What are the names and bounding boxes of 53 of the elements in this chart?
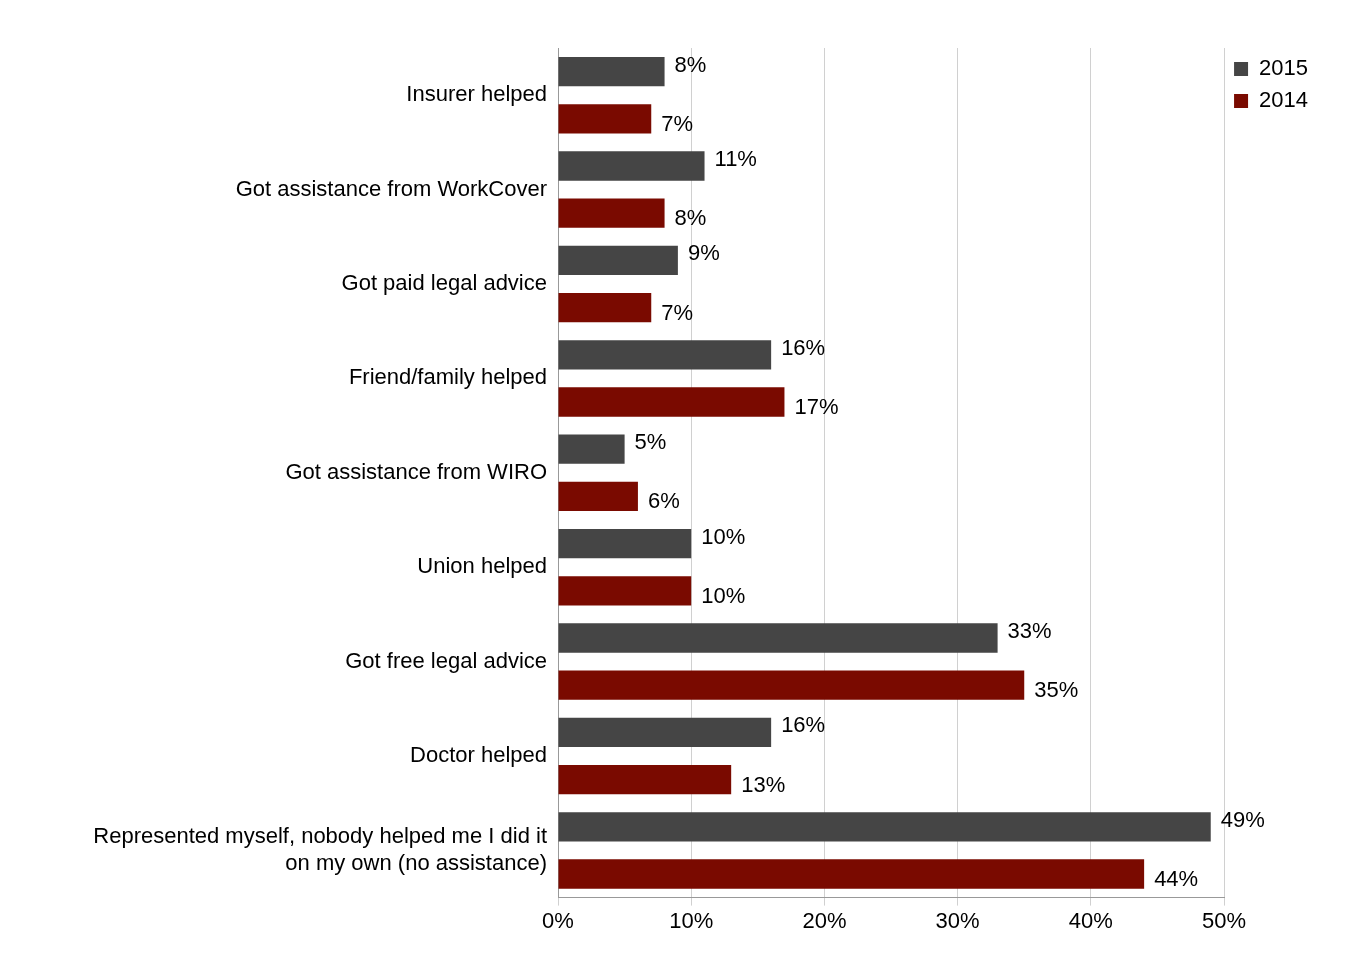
data-label: 16%: [781, 712, 826, 738]
bar: [558, 481, 638, 512]
y-tick-label: Represented myself, nobody helped me I did it on my own (no assistance): [93, 823, 547, 875]
x-tick-label: 30%: [935, 907, 980, 933]
bar: [558, 151, 705, 181]
data-label: 33%: [1007, 618, 1052, 644]
y-tick-label: Got free legal advice: [345, 647, 547, 673]
data-label: 44%: [1154, 866, 1199, 892]
data-label: 9%: [687, 240, 720, 266]
data-label: 5%: [634, 429, 667, 455]
bar: [558, 812, 1211, 842]
bar: [558, 387, 785, 417]
data-label: 17%: [794, 394, 839, 420]
data-label: 11%: [714, 146, 757, 172]
bar: [558, 245, 678, 276]
data-label: 16%: [781, 334, 826, 360]
bar: [558, 670, 1025, 700]
bar: [558, 340, 772, 370]
x-tick-label: 20%: [802, 907, 847, 933]
data-label: 8%: [674, 205, 707, 231]
data-label: 7%: [661, 299, 694, 325]
y-tick-label: Friend/family helped: [348, 364, 547, 390]
x-tick-label: 10%: [669, 907, 714, 933]
data-label: 6%: [647, 488, 680, 514]
x-tick-label: 50%: [1202, 907, 1247, 933]
y-tick-label: Union helped: [417, 553, 547, 579]
bar: [558, 764, 732, 795]
y-tick-label: Got assistance from WIRO: [285, 458, 547, 484]
data-label: 7%: [661, 110, 694, 136]
legend-label: 2014: [1259, 87, 1309, 113]
y-tick-label: Doctor helped: [410, 742, 547, 768]
data-label: 10%: [701, 523, 746, 549]
x-tick-label: 40%: [1068, 907, 1113, 933]
data-label: 8%: [674, 51, 707, 77]
bar: [558, 198, 665, 228]
data-label: 13%: [741, 771, 786, 797]
bar: [558, 56, 665, 87]
bar: [558, 528, 692, 559]
legend-label: 2015: [1259, 55, 1309, 81]
bar: [558, 576, 692, 606]
x-tick-label: 0%: [542, 907, 574, 933]
bar: [558, 623, 998, 653]
bar: [558, 104, 652, 134]
data-label: 10%: [701, 582, 746, 608]
bar: [558, 717, 772, 748]
bar: [558, 434, 625, 464]
data-label: 35%: [1034, 677, 1079, 703]
y-tick-label: Got paid legal advice: [341, 270, 547, 296]
y-tick-label: Got assistance from WorkCover: [235, 175, 547, 201]
y-tick-label: Insurer helped: [406, 81, 547, 107]
data-label: 49%: [1220, 806, 1265, 832]
bar: [558, 292, 652, 323]
bar: [558, 859, 1145, 889]
